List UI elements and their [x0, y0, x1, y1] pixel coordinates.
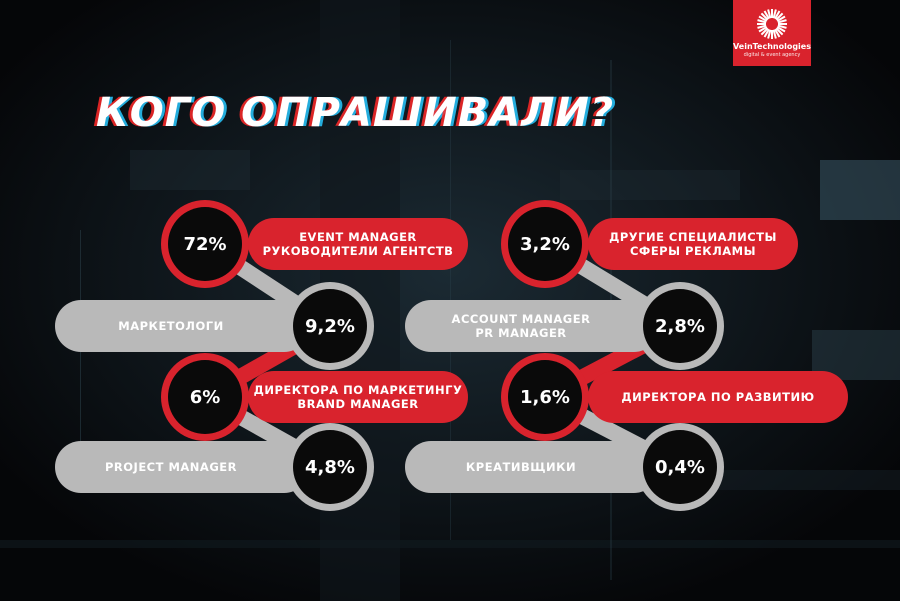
label-pill: [248, 371, 468, 423]
value-circle: [643, 289, 717, 363]
label-pill: [588, 218, 798, 270]
label-pill: [55, 441, 310, 493]
logo-name: VeinTechnologies: [733, 42, 811, 51]
survey-item: 9,2% МАРКЕТОЛОГИ: [55, 282, 374, 370]
percentage-value: 2,8%: [655, 316, 705, 337]
value-circle: [293, 430, 367, 504]
percentage-value: 0,4%: [655, 457, 705, 478]
value-circle: [508, 207, 582, 281]
percentage-value: 3,2%: [520, 234, 570, 255]
percentage-value: 1,6%: [520, 387, 570, 408]
survey-item: 1,6% ДИРЕКТОРА ПО РАЗВИТИЮ: [501, 353, 848, 441]
label-pill: [405, 300, 660, 352]
page-title: КОГО ОПРАШИВАЛИ?: [96, 90, 615, 136]
label-pill: [405, 441, 660, 493]
label-pill: [588, 371, 848, 423]
connector-layer: [200, 237, 685, 475]
percentage-value: 4,8%: [305, 457, 355, 478]
value-circle: [293, 289, 367, 363]
label-text: СФЕРЫ РЕКЛАМЫ: [630, 244, 756, 258]
survey-item: 0,4% КРЕАТИВЩИКИ: [405, 423, 724, 511]
label-text: ACCOUNT MANAGER: [452, 312, 591, 326]
percentage-value: 9,2%: [305, 316, 355, 337]
label-text: EVENT MANAGER: [299, 230, 417, 244]
value-circle: [508, 360, 582, 434]
label-text: ДИРЕКТОРА ПО РАЗВИТИЮ: [621, 390, 814, 404]
label-pill: [55, 300, 310, 352]
value-circle: [168, 207, 242, 281]
logo-tagline: digital & event agency: [743, 52, 801, 58]
label-text: МАРКЕТОЛОГИ: [118, 319, 223, 333]
label-text: PR MANAGER: [475, 326, 566, 340]
label-text: PROJECT MANAGER: [105, 460, 237, 474]
value-circle: [643, 430, 717, 504]
label-text: КРЕАТИВЩИКИ: [466, 460, 576, 474]
label-text: РУКОВОДИТЕЛИ АГЕНТСТВ: [263, 244, 454, 258]
label-text: ДИРЕКТОРА ПО МАРКЕТИНГУ: [254, 383, 463, 397]
company-logo: VeinTechnologies digital & event agency: [733, 0, 811, 66]
survey-item: 4,8% PROJECT MANAGER: [55, 423, 374, 511]
value-circle: [168, 360, 242, 434]
percentage-value: 6%: [190, 387, 221, 408]
sunburst-icon: [757, 9, 787, 39]
label-text: ДРУГИЕ СПЕЦИАЛИСТЫ: [609, 230, 777, 244]
label-pill: [248, 218, 468, 270]
percentage-value: 72%: [183, 234, 226, 255]
label-text: BRAND MANAGER: [297, 397, 418, 411]
